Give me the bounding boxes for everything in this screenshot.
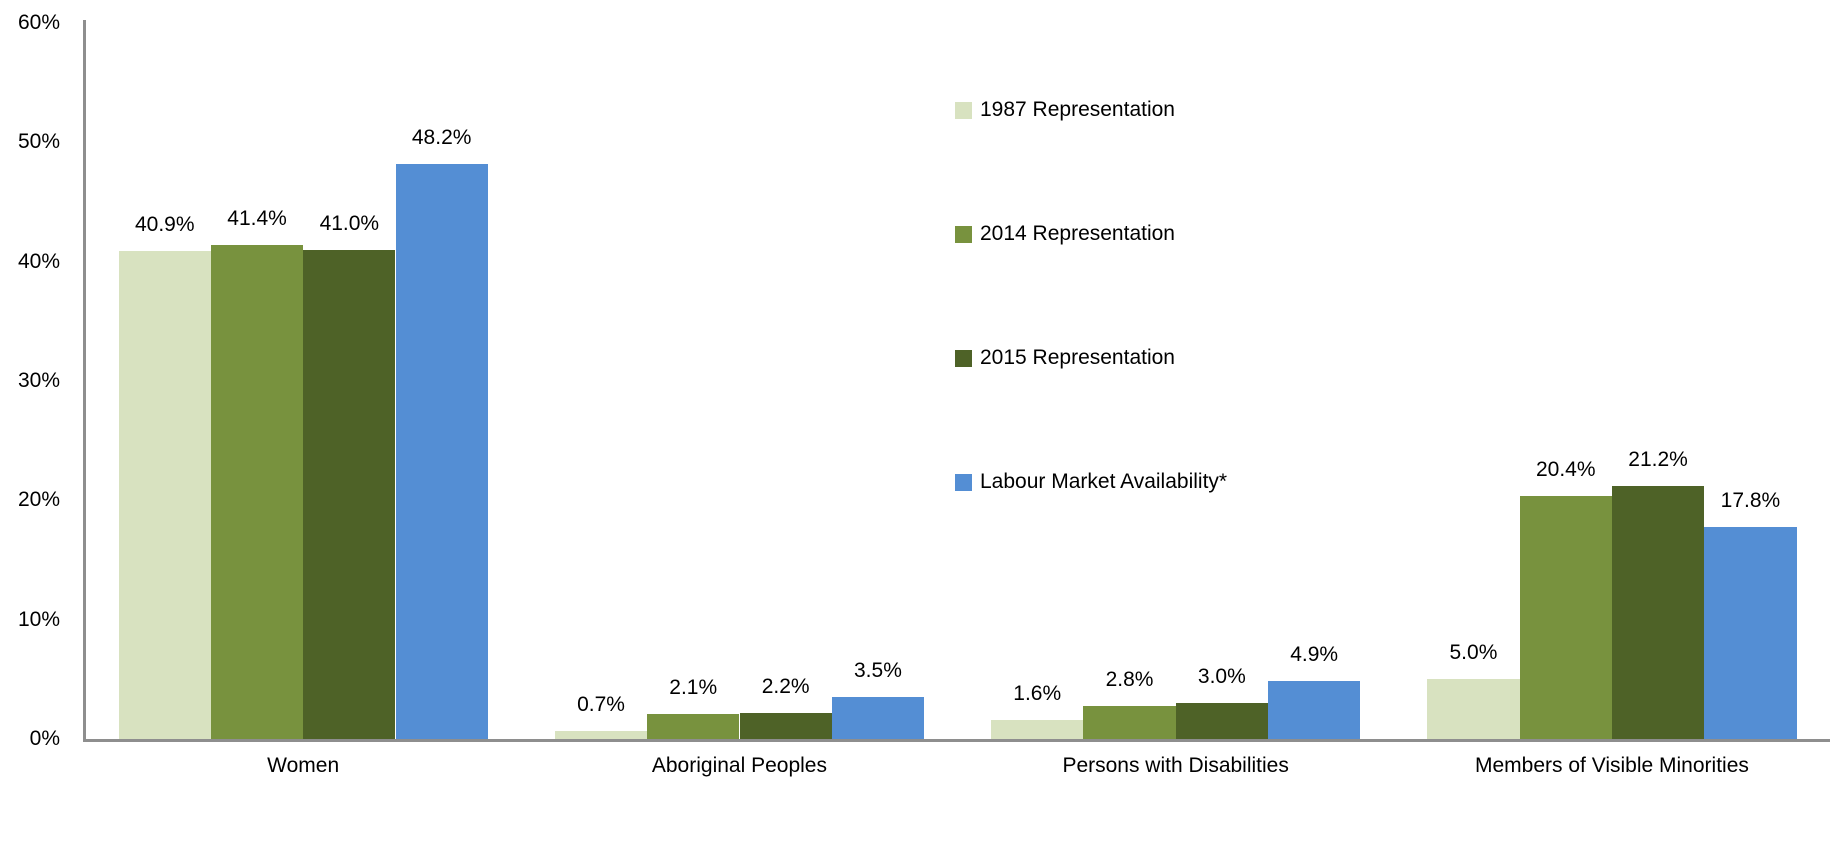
legend-swatch-icon-labour-market-availability — [955, 474, 972, 491]
bar-value-label-persons-with-disabilities-labour-market-availability: 4.9% — [1290, 642, 1339, 666]
bar-members-of-visible-minorities-2015-representation — [1611, 486, 1705, 739]
x-category-label-aboriginal-peoples: Aboriginal Peoples — [651, 754, 827, 777]
bar-members-of-visible-minorities-2014-representation — [1519, 495, 1612, 739]
y-tick-label-20: 20% — [17, 488, 60, 512]
bar-value-label-persons-with-disabilities-2015-representation: 3.0% — [1197, 665, 1246, 689]
legend-swatch-icon-2014-representation — [955, 226, 972, 243]
y-tick-label-30: 30% — [17, 369, 60, 392]
y-tick-label-60: 60% — [17, 11, 60, 35]
bar-value-label-women-2015-representation: 41.0% — [319, 211, 380, 235]
bar-aboriginal-peoples-2015-representation — [739, 712, 832, 739]
bar-value-label-women-1987-representation: 40.9% — [134, 212, 195, 236]
y-tick-label-50: 50% — [17, 130, 60, 154]
bar-value-label-aboriginal-peoples-2015-representation: 2.2% — [761, 674, 810, 698]
bar-women-1987-representation — [118, 250, 211, 739]
bar-women-labour-market-availability — [395, 163, 488, 739]
bar-members-of-visible-minorities-labour-market-availability — [1704, 526, 1797, 739]
bar-aboriginal-peoples-labour-market-availability — [831, 697, 925, 739]
legend-label-1987-representation: 1987 Representation — [980, 98, 1175, 121]
bar-aboriginal-peoples-1987-representation — [554, 730, 648, 739]
legend-label-2014-representation: 2014 Representation — [980, 222, 1175, 245]
bar-value-label-aboriginal-peoples-labour-market-availability: 3.5% — [854, 659, 902, 683]
x-axis-line — [83, 739, 1830, 742]
bar-value-label-members-of-visible-minorities-2014-representation: 20.4% — [1535, 457, 1596, 481]
legend-swatch-icon-2015-representation — [955, 350, 972, 367]
bar-value-label-women-2014-representation: 41.4% — [227, 207, 287, 230]
y-tick-label-10: 10% — [17, 607, 60, 631]
bar-women-2014-representation — [210, 245, 304, 739]
y-axis-line — [83, 20, 86, 742]
bar-value-label-members-of-visible-minorities-1987-representation: 5.0% — [1449, 641, 1498, 665]
bar-aboriginal-peoples-2014-representation — [647, 713, 740, 739]
bar-value-label-persons-with-disabilities-1987-representation: 1.6% — [1013, 681, 1062, 705]
legend-swatch-icon-1987-representation — [955, 102, 972, 119]
bar-value-label-persons-with-disabilities-2014-representation: 2.8% — [1105, 667, 1154, 691]
bar-value-label-aboriginal-peoples-1987-representation: 0.7% — [577, 692, 625, 716]
legend-label-2015-representation: 2015 Representation — [980, 346, 1175, 369]
bar-persons-with-disabilities-labour-market-availability — [1268, 680, 1361, 739]
bar-members-of-visible-minorities-1987-representation — [1427, 679, 1520, 739]
x-category-label-members-of-visible-minorities: Members of Visible Minorities — [1475, 754, 1749, 777]
bar-persons-with-disabilities-2014-representation — [1083, 705, 1176, 739]
legend-label-labour-market-availability: Labour Market Availability* — [980, 470, 1228, 493]
bar-value-label-members-of-visible-minorities-labour-market-availability: 17.8% — [1720, 488, 1781, 512]
y-tick-label-0: 0% — [29, 727, 60, 750]
x-category-label-persons-with-disabilities: Persons with Disabilities — [1062, 754, 1289, 777]
bar-persons-with-disabilities-1987-representation — [991, 719, 1084, 739]
bar-persons-with-disabilities-2015-representation — [1175, 703, 1268, 739]
bar-value-label-members-of-visible-minorities-2015-representation: 21.2% — [1628, 448, 1688, 471]
bar-value-label-women-labour-market-availability: 48.2% — [411, 125, 472, 149]
y-tick-label-40: 40% — [17, 249, 60, 273]
x-category-label-women: Women — [267, 754, 340, 777]
bar-value-label-aboriginal-peoples-2014-representation: 2.1% — [669, 675, 718, 699]
bar-women-2015-representation — [303, 249, 396, 739]
